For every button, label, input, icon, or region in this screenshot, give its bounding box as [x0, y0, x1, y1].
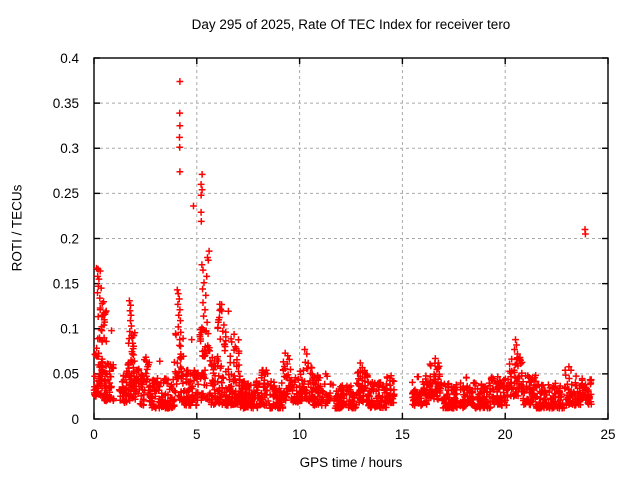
- x-tick-label: 0: [90, 427, 98, 442]
- x-tick-label: 5: [193, 427, 201, 442]
- plot-border: [93, 57, 609, 420]
- gridlines: [94, 58, 608, 419]
- y-tick-label: 0.4: [60, 51, 79, 66]
- chart-title: Day 295 of 2025, Rate Of TEC Index for r…: [192, 17, 511, 32]
- y-tick-label: 0.05: [53, 367, 79, 382]
- y-tick-label: 0.25: [53, 186, 79, 201]
- axis-ticks: [93, 57, 609, 420]
- y-tick-label: 0.1: [60, 322, 79, 337]
- x-tick-label: 20: [498, 427, 513, 442]
- data-points: [90, 78, 595, 412]
- y-tick-label: 0.15: [53, 276, 79, 291]
- y-tick-label: 0: [71, 412, 79, 427]
- y-axis-label: ROTI / TECUs: [10, 184, 25, 271]
- scatter-points: [90, 78, 595, 412]
- x-tick-label: 10: [292, 427, 307, 442]
- x-axis-label: GPS time / hours: [300, 455, 403, 470]
- y-tick-label: 0.3: [60, 141, 79, 156]
- tick-labels: 0 5 10 15 20 25 0 0.05 0.1 0.15 0.2 0.25 0.3 0.35 0.4: [53, 51, 616, 442]
- x-tick-label: 25: [600, 427, 615, 442]
- y-tick-label: 0.2: [60, 231, 79, 246]
- x-tick-label: 15: [395, 427, 410, 442]
- y-tick-label: 0.35: [53, 96, 79, 111]
